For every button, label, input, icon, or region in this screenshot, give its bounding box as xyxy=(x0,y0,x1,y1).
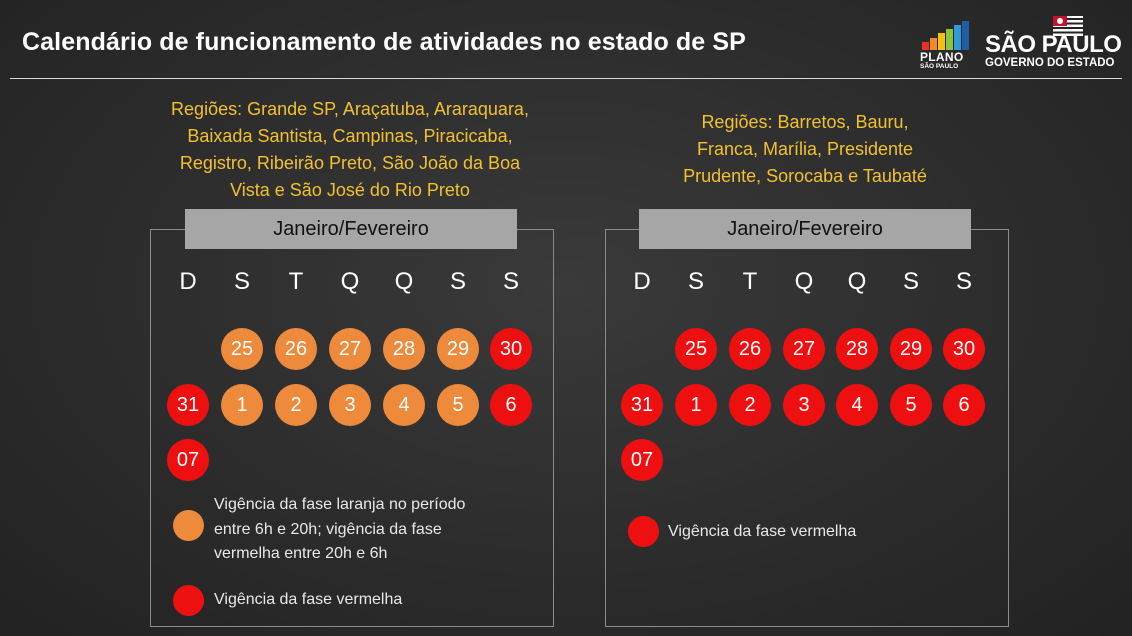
calendar-day: 30 xyxy=(490,328,532,370)
calendar-day: 27 xyxy=(783,328,825,370)
governo-sp-logo: SÃO PAULO GOVERNO DO ESTADO xyxy=(983,16,1123,72)
calendar-day: 1 xyxy=(221,384,263,426)
calendar-day: 6 xyxy=(490,384,532,426)
title-divider xyxy=(10,78,1122,79)
left-regions-line: Registro, Ribeirão Preto, São João da Bo… xyxy=(179,153,521,173)
weekday-label: S xyxy=(502,268,519,295)
calendar-day: 1 xyxy=(675,384,717,426)
plano-word: PLANO xyxy=(920,50,964,64)
calendar-day: 28 xyxy=(383,328,425,370)
legend-orange-line: vermelha entre 20h e 6h xyxy=(214,545,388,562)
calendar-day: 28 xyxy=(836,328,878,370)
legend-orange-text: Vigência da fase laranja no período entr… xyxy=(214,493,465,567)
legend-red-dot xyxy=(628,516,659,547)
calendar-day: 29 xyxy=(890,328,932,370)
calendar-day: 25 xyxy=(675,328,717,370)
weekday-label: T xyxy=(742,268,758,295)
sp-logo-title: SÃO PAULO xyxy=(985,31,1122,58)
weekday-label: S xyxy=(955,268,972,295)
left-regions: Regiões: Grande SP, Araçatuba, Araraquar… xyxy=(150,96,550,204)
sp-logo-subtitle: GOVERNO DO ESTADO xyxy=(985,57,1115,69)
calendar-day: 3 xyxy=(329,384,371,426)
legend-orange-line: entre 6h e 20h; vigência da fase xyxy=(214,520,442,538)
page-title: Calendário de funcionamento de atividade… xyxy=(22,28,746,56)
calendar-day: 25 xyxy=(221,328,263,370)
weekday-label: T xyxy=(288,268,304,295)
bar-chart-icon xyxy=(922,20,969,50)
right-regions: Regiões: Barretos, Bauru, Franca, Maríli… xyxy=(605,109,1005,190)
weekday-label: Q xyxy=(394,268,414,295)
calendar-day: 07 xyxy=(621,439,663,481)
calendar-day: 4 xyxy=(836,384,878,426)
legend-red-text: Vigência da fase vermelha xyxy=(668,523,857,540)
weekday-label: Q xyxy=(340,268,360,295)
calendar-day: 5 xyxy=(890,384,932,426)
calendar-day: 2 xyxy=(275,384,317,426)
legend-orange-dot xyxy=(173,510,204,541)
calendar-day: 30 xyxy=(943,328,985,370)
calendar-day: 3 xyxy=(783,384,825,426)
right-regions-line: Prudente, Sorocaba e Taubaté xyxy=(683,166,927,186)
calendar-day: 4 xyxy=(383,384,425,426)
calendar-day: 26 xyxy=(729,328,771,370)
weekday-label: S xyxy=(233,268,250,295)
left-regions-line: Regiões: Grande SP, Araçatuba, Araraquar… xyxy=(171,99,529,119)
calendar-day: 5 xyxy=(437,384,479,426)
weekday-label: S xyxy=(449,268,466,295)
plano-sub: SÃO PAULO xyxy=(920,63,959,70)
plano-sp-logo: PLANO SÃO PAULO xyxy=(918,20,970,70)
weekday-label: Q xyxy=(847,268,867,295)
right-regions-line: Franca, Marília, Presidente xyxy=(696,139,914,159)
weekday-label: S xyxy=(902,268,919,295)
legend-red-text: Vigência da fase vermelha xyxy=(214,591,403,608)
weekday-label: Q xyxy=(794,268,814,295)
calendar-day: 2 xyxy=(729,384,771,426)
calendar-day: 29 xyxy=(437,328,479,370)
calendar-day: 26 xyxy=(275,328,317,370)
right-regions-line: Regiões: Barretos, Bauru, xyxy=(701,112,909,132)
sp-flag-icon xyxy=(1053,16,1083,36)
legend-red-dot xyxy=(173,585,204,616)
calendar-day: 6 xyxy=(943,384,985,426)
calendar-day: 27 xyxy=(329,328,371,370)
calendar-day: 31 xyxy=(621,384,663,426)
calendar-day: 07 xyxy=(167,439,209,481)
weekday-label: S xyxy=(687,268,704,295)
left-regions-line: Baixada Santista, Campinas, Piracicaba, xyxy=(187,126,513,146)
right-month-header: Janeiro/Fevereiro xyxy=(639,209,971,249)
weekday-label: D xyxy=(633,268,651,295)
legend-orange-line: Vigência da fase laranja no período xyxy=(214,496,466,513)
left-month-header: Janeiro/Fevereiro xyxy=(185,209,517,249)
calendar-day: 31 xyxy=(167,384,209,426)
left-regions-line: Vista e São José do Rio Preto xyxy=(230,180,470,200)
weekday-label: D xyxy=(179,268,197,295)
